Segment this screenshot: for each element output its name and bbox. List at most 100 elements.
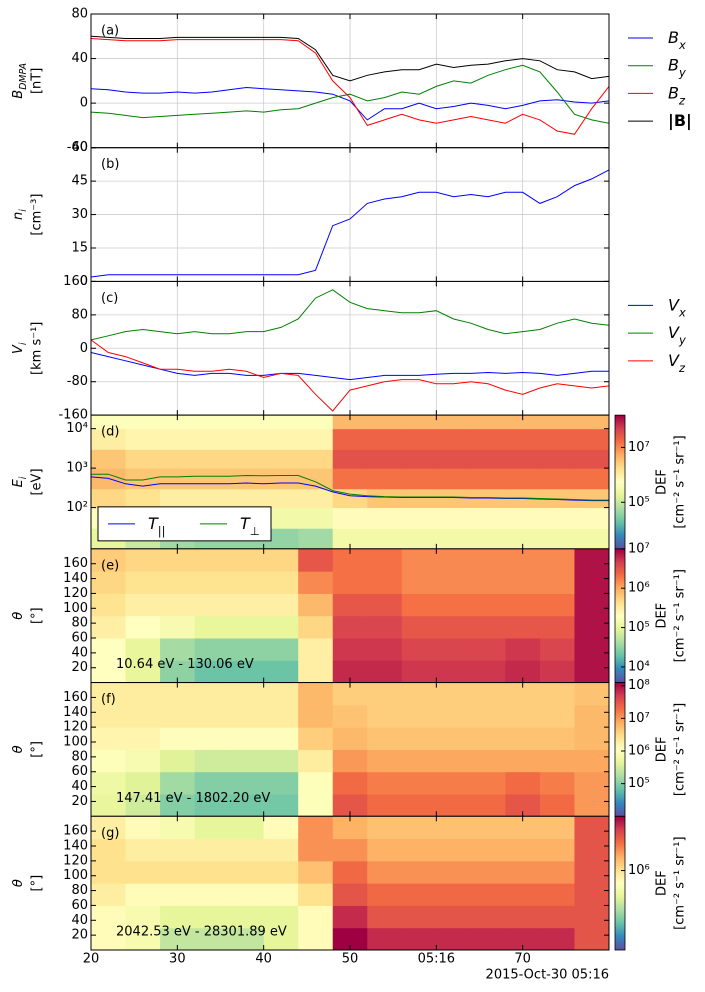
heat-cell (160, 860, 196, 884)
heat-cell (160, 449, 196, 469)
heat-cell (539, 905, 575, 929)
heat-cell (505, 449, 541, 469)
heat-cell (298, 794, 334, 817)
y-unit: [cm⁻³] (30, 194, 45, 236)
heat-cell (125, 571, 161, 594)
colorbar-unit: [cm⁻² s⁻¹ sr⁻¹] (673, 435, 688, 528)
heat-cell (194, 927, 230, 950)
heat-cell (470, 638, 506, 661)
legend-label-main: T (148, 513, 159, 532)
heat-cell (574, 905, 609, 929)
legend-label-sub: ⊥ (250, 523, 260, 537)
colorbar (614, 548, 626, 683)
heat-cell (125, 593, 161, 617)
heat-cell (229, 838, 265, 862)
heat-cell (470, 794, 506, 817)
heat-cell (298, 548, 334, 572)
heat-cell (160, 704, 196, 728)
y-label-sub: i (18, 342, 29, 345)
y-label: θ (11, 745, 26, 753)
heat-cell (194, 771, 230, 795)
heat-cell (367, 749, 403, 773)
legend-label-sub: y (678, 65, 686, 79)
heat-cell (125, 771, 161, 795)
heat-cell (298, 704, 334, 728)
heat-cell (91, 638, 127, 661)
y-label-main: V (11, 344, 26, 354)
heat-cell (574, 927, 609, 950)
heat-cell (298, 927, 334, 950)
heat-cell (367, 704, 403, 728)
heat-cell (574, 488, 609, 509)
heat-cell (367, 794, 403, 817)
x-axis-label: 2015-Oct-30 05:16 (486, 968, 609, 983)
heat-cell (505, 615, 541, 639)
heat-cell (263, 468, 299, 490)
heat-cell (505, 415, 541, 430)
heat-cell (194, 449, 230, 469)
heat-cell (367, 528, 403, 549)
heat-cell (160, 428, 196, 450)
heat-cell (91, 905, 127, 929)
heat-cell (436, 883, 472, 906)
heat-cell (436, 415, 472, 430)
y-tick-label: 60 (71, 764, 88, 779)
heat-cell (298, 507, 334, 529)
heat-cell (263, 638, 299, 661)
heat-cell (367, 927, 403, 950)
heat-cell (505, 682, 541, 706)
heat-cell (332, 749, 368, 773)
heat-cell (229, 682, 265, 706)
heat-cell (332, 415, 368, 430)
heat-cell (229, 428, 265, 450)
colorbar-tick-label: 10⁶ (628, 581, 650, 596)
colorbar-tick-label: 10⁵ (628, 620, 650, 635)
heat-cell (160, 638, 196, 661)
heat-cell (194, 660, 230, 683)
heat-cell (332, 593, 368, 617)
y-tick-label: 140 (63, 571, 88, 586)
heat-cell (401, 507, 437, 529)
heat-cell (229, 548, 265, 572)
heat-cell (229, 749, 265, 773)
heat-cell (332, 528, 368, 549)
heat-cell (298, 771, 334, 795)
heat-cell (263, 704, 299, 728)
heat-cell (470, 860, 506, 884)
x-tick-label: 70 (514, 952, 531, 967)
heat-cell (125, 468, 161, 490)
y-label-main: θ (11, 879, 26, 887)
heat-cell (160, 468, 196, 490)
heat-cell (332, 468, 368, 490)
y-tick-label: 40 (71, 645, 88, 660)
heat-cell (401, 816, 437, 840)
y-tick-label: 60 (71, 898, 88, 913)
heat-cell (332, 682, 368, 706)
y-label: θ (11, 879, 26, 887)
y-tick-label: 140 (63, 705, 88, 720)
series-line (91, 38, 609, 135)
heat-cell (263, 883, 299, 906)
y-tick-label: 100 (63, 601, 88, 616)
heat-cell (401, 905, 437, 929)
heat-cell (367, 905, 403, 929)
colorbar-tick-label: 10⁷ (628, 711, 650, 726)
y-tick-label: 80 (71, 749, 88, 764)
heat-cell (91, 682, 127, 706)
heat-cell (574, 571, 609, 594)
heat-cell (436, 905, 472, 929)
y-tick-label: 10² (66, 500, 88, 515)
heat-cell (125, 449, 161, 469)
y-tick-label: 160 (63, 274, 88, 289)
y-label-main: n (11, 212, 26, 220)
colorbar-label: DEF (655, 737, 670, 763)
heat-cell (91, 816, 127, 840)
heat-cell (160, 816, 196, 840)
heat-cell (125, 615, 161, 639)
heat-cell (194, 727, 230, 750)
heat-cell (332, 548, 368, 572)
heat-cell (194, 883, 230, 906)
x-tick-label: 30 (169, 952, 186, 967)
heat-cell (91, 593, 127, 617)
heat-cell (229, 883, 265, 906)
